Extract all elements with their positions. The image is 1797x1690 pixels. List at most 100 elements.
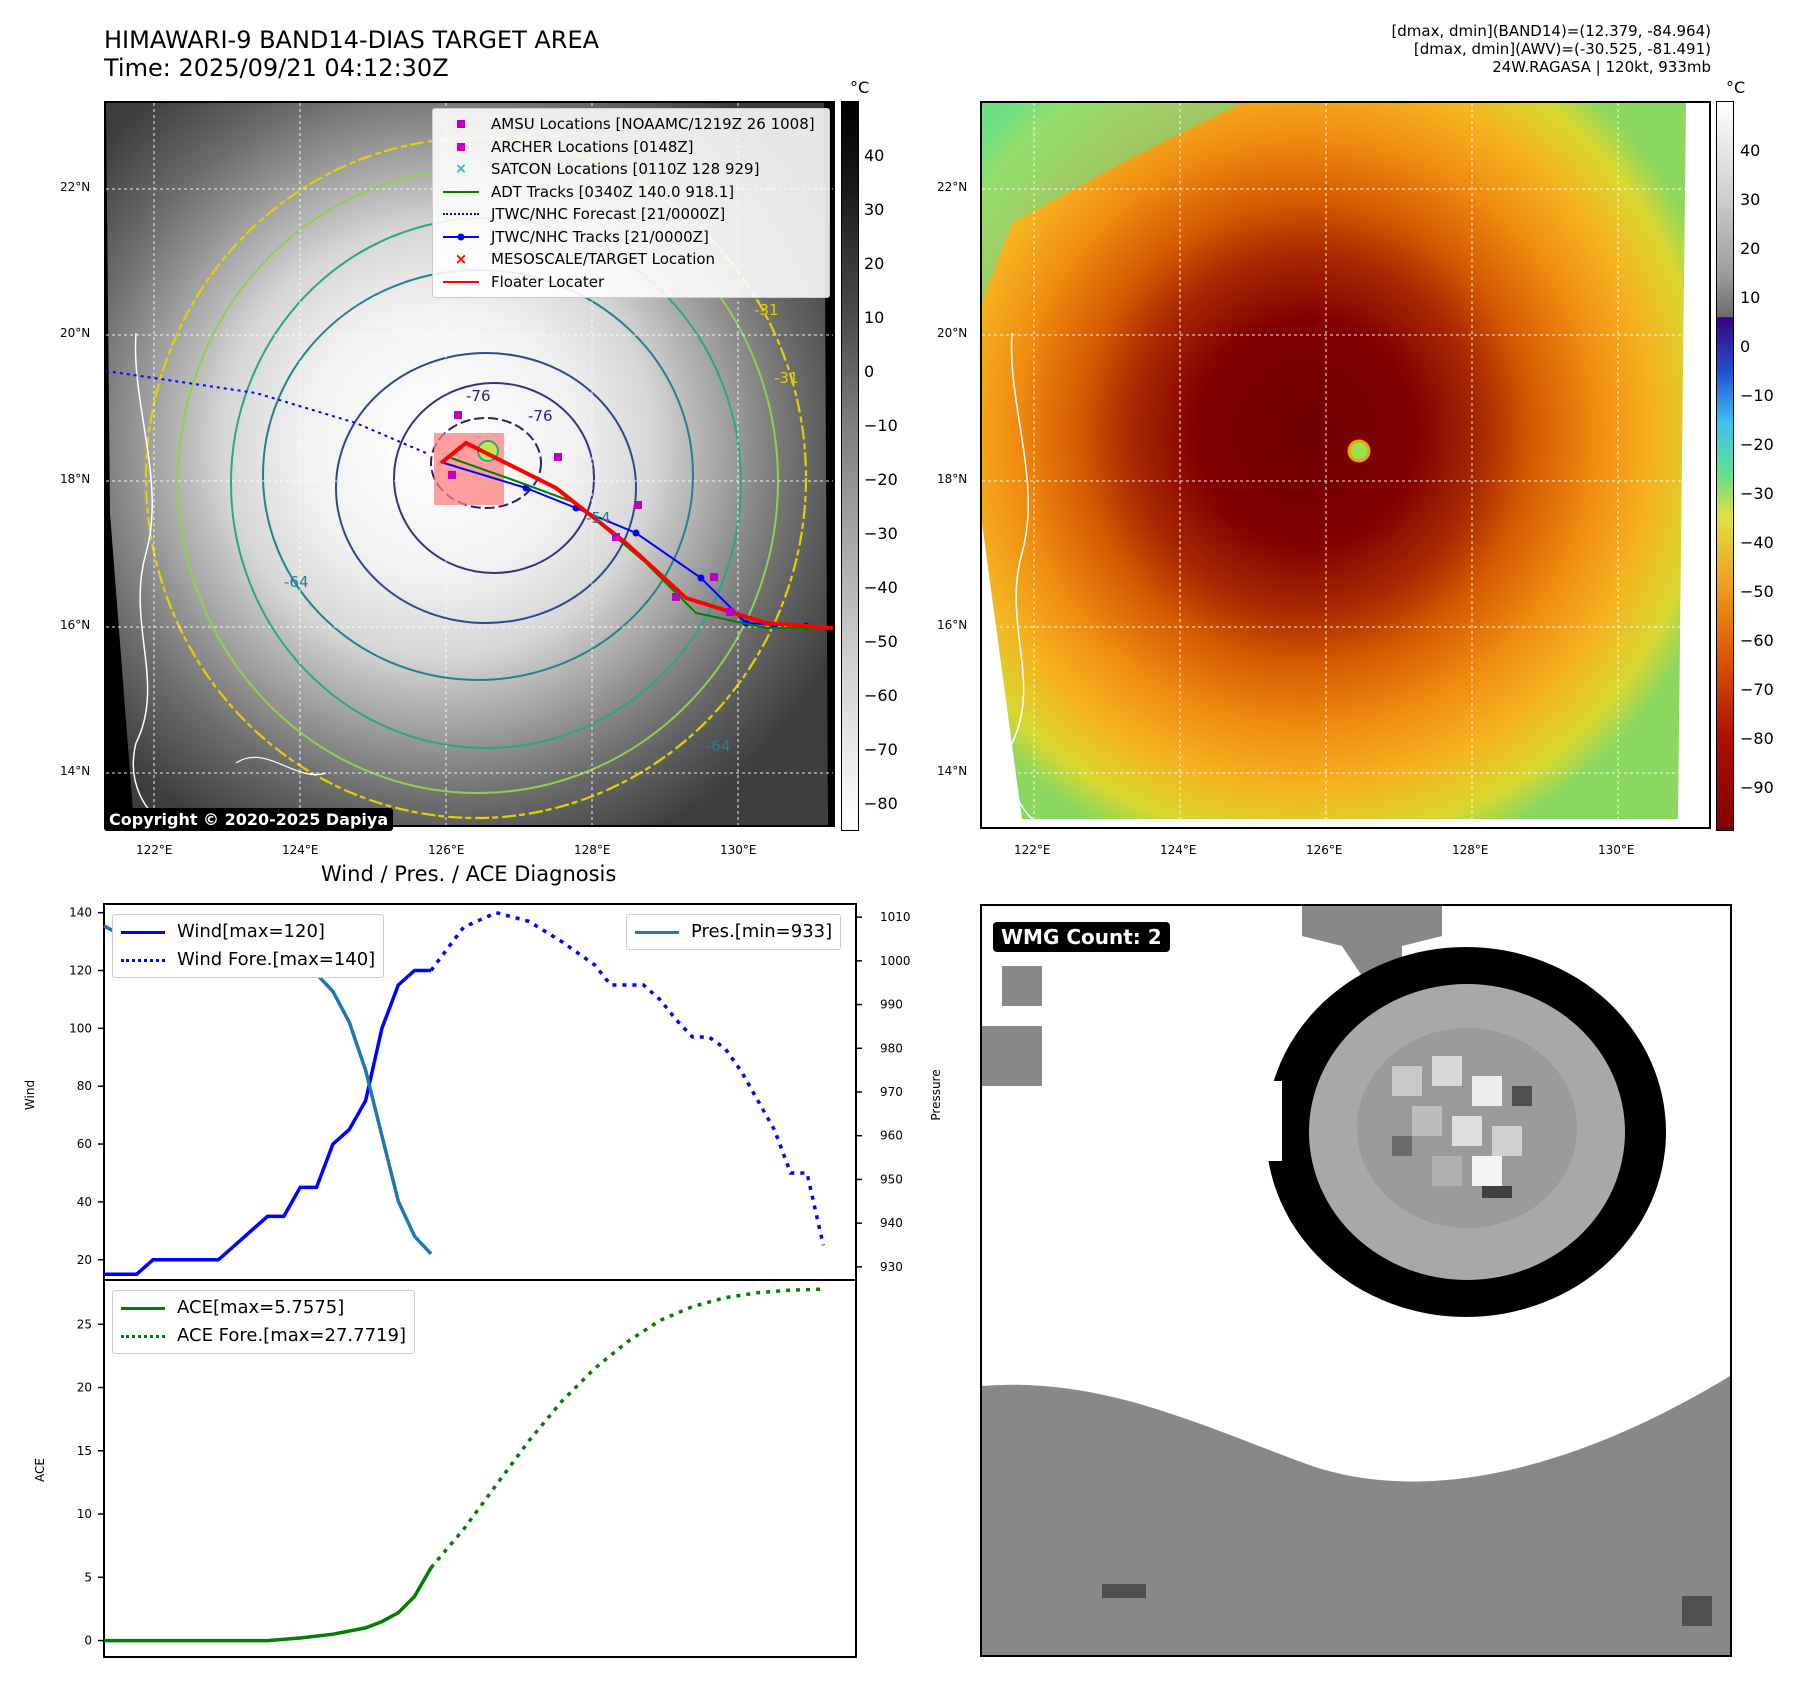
contour-label: -64 (284, 573, 309, 591)
pressure-axis-label: Pressure (929, 1069, 943, 1120)
pressure-tick-label: 960 (880, 1129, 903, 1143)
wind-tick-label: 100 (69, 1021, 92, 1035)
colorbar-tick: 0 (864, 362, 875, 381)
colorbar-tick: −10 (864, 416, 898, 435)
pressure-tick-label: 1000 (880, 954, 911, 968)
colorbar-tick: −70 (864, 740, 898, 759)
figure-title: HIMAWARI-9 BAND14-DIAS TARGET AREA Time:… (104, 26, 599, 82)
ace-tick-label: 0 (84, 1634, 92, 1648)
legend-item-archer: ARCHER Locations [0148Z] (441, 136, 821, 159)
pressure-legend: Pres.[min=933] (626, 914, 842, 950)
title-time: Time: 2025/09/21 04:12:30Z (104, 54, 449, 82)
legend-item-ace: ACE[max=5.7575] (121, 1294, 406, 1322)
wmg-panel (980, 904, 1732, 1657)
colorbar-tick: −50 (864, 632, 898, 651)
colorbar-unit: °C (850, 78, 870, 97)
diagnosis-title: Wind / Pres. / ACE Diagnosis (321, 862, 617, 886)
band14-colorbar (841, 101, 859, 831)
copyright-badge: Copyright © 2020-2025 Dapiya (104, 808, 394, 831)
awv-map (982, 103, 1709, 827)
ace-tick-label: 20 (77, 1381, 92, 1395)
wind-tick-label: 60 (77, 1137, 92, 1151)
colorbar-tick: 30 (1740, 190, 1761, 209)
lon-label: 126°E (428, 843, 465, 857)
colorbar-tick: −20 (864, 470, 898, 489)
stats-band14: [dmax, dmin](BAND14)=(12.379, -84.964) (1391, 22, 1711, 40)
contour-label: -54 (586, 509, 611, 527)
lon-label: 122°E (136, 843, 173, 857)
colorbar-tick: −60 (1740, 631, 1774, 650)
colorbar-tick: 30 (864, 200, 885, 219)
lat-label: 18°N (60, 472, 91, 486)
legend-item-wind: Wind[max=120] (121, 918, 375, 946)
lat-label: 20°N (60, 326, 91, 340)
stats-storm: 24W.RAGASA | 120kt, 933mb (1492, 58, 1711, 76)
ace-legend: ACE[max=5.7575] ACE Fore.[max=27.7719] (112, 1290, 415, 1354)
colorbar-tick: −40 (1740, 533, 1774, 552)
ace-tick-label: 15 (77, 1444, 92, 1458)
colorbar-tick: 20 (1740, 239, 1761, 258)
contour-label: -31 (754, 301, 779, 319)
ace-tick-label: 25 (77, 1317, 92, 1331)
lat-label: 16°N (937, 618, 968, 632)
pressure-tick-label: 990 (880, 998, 903, 1012)
legend-item-target: × MESOSCALE/TARGET Location (454, 250, 716, 268)
wind-tick-label: 40 (77, 1195, 92, 1209)
colorbar-tick: 10 (864, 308, 885, 327)
colorbar-tick: −80 (1740, 729, 1774, 748)
pressure-tick-label: 930 (880, 1260, 903, 1274)
colorbar-tick: −40 (864, 578, 898, 597)
lon-label: 128°E (574, 843, 611, 857)
lat-label: 20°N (937, 326, 968, 340)
wind-axis-label: Wind (23, 1080, 37, 1110)
legend-item-ace-forecast: ACE Fore.[max=27.7719] (121, 1322, 406, 1350)
wind-tick-label: 20 (77, 1253, 92, 1267)
lat-label: 14°N (937, 764, 968, 778)
contour-label: -76 (466, 387, 491, 405)
colorbar-tick: −80 (864, 794, 898, 813)
lon-label: 130°E (720, 843, 757, 857)
colorbar-tick: −60 (864, 686, 898, 705)
wind-tick-label: 80 (77, 1079, 92, 1093)
ace-axis-label: ACE (33, 1458, 47, 1482)
wmg-count-badge: WMG Count: 2 (993, 922, 1170, 952)
awv-colorbar (1716, 101, 1734, 831)
pressure-tick-label: 980 (880, 1041, 903, 1055)
awv-map-panel (980, 101, 1711, 829)
colorbar-unit: °C (1726, 78, 1746, 97)
colorbar-tick: −10 (1740, 386, 1774, 405)
lat-label: 16°N (60, 618, 91, 632)
colorbar-tick: −20 (1740, 435, 1774, 454)
pressure-tick-label: 970 (880, 1085, 903, 1099)
wind-tick-label: 120 (69, 964, 92, 978)
series-line-0 (104, 968, 431, 1276)
legend-item-adt: ADT Tracks [0340Z 140.0 918.1] (441, 181, 821, 204)
legend-item-amsu: AMSU Locations [NOAAMC/1219Z 26 1008] (441, 113, 821, 136)
pressure-tick-label: 940 (880, 1216, 903, 1230)
contour-label: -31 (774, 369, 799, 387)
pressure-tick-label: 950 (880, 1172, 903, 1186)
colorbar-tick: 0 (1740, 337, 1751, 356)
wmg-image (982, 906, 1730, 1655)
legend-item-wind-forecast: Wind Fore.[max=140] (121, 946, 375, 974)
lat-label: 22°N (937, 180, 968, 194)
legend-item-floater: Floater Locater (441, 271, 821, 294)
colorbar-tick: −30 (1740, 484, 1774, 503)
colorbar-tick: −90 (1740, 778, 1774, 797)
map-legend: AMSU Locations [NOAAMC/1219Z 26 1008] AR… (432, 108, 830, 298)
colorbar-tick: −50 (1740, 582, 1774, 601)
colorbar-tick: 10 (1740, 288, 1761, 307)
wind-tick-label: 140 (69, 906, 92, 920)
colorbar-tick: 40 (864, 146, 885, 165)
ace-series-line-0 (104, 1566, 433, 1643)
stats-awv: [dmax, dmin](AWV)=(-30.525, -81.491) (1413, 40, 1711, 58)
lat-label: 22°N (60, 180, 91, 194)
legend-item-satcon: × SATCON Locations [0110Z 128 929] (455, 160, 760, 178)
ace-tick-label: 10 (77, 1507, 92, 1521)
lat-label: 14°N (60, 764, 91, 778)
lon-label: 128°E (1452, 843, 1489, 857)
colorbar-tick: 20 (864, 254, 885, 273)
contour-label: -76 (528, 407, 553, 425)
pressure-tick-label: 1010 (880, 910, 911, 924)
legend-item-forecast: JTWC/NHC Forecast [21/0000Z] (441, 203, 821, 226)
